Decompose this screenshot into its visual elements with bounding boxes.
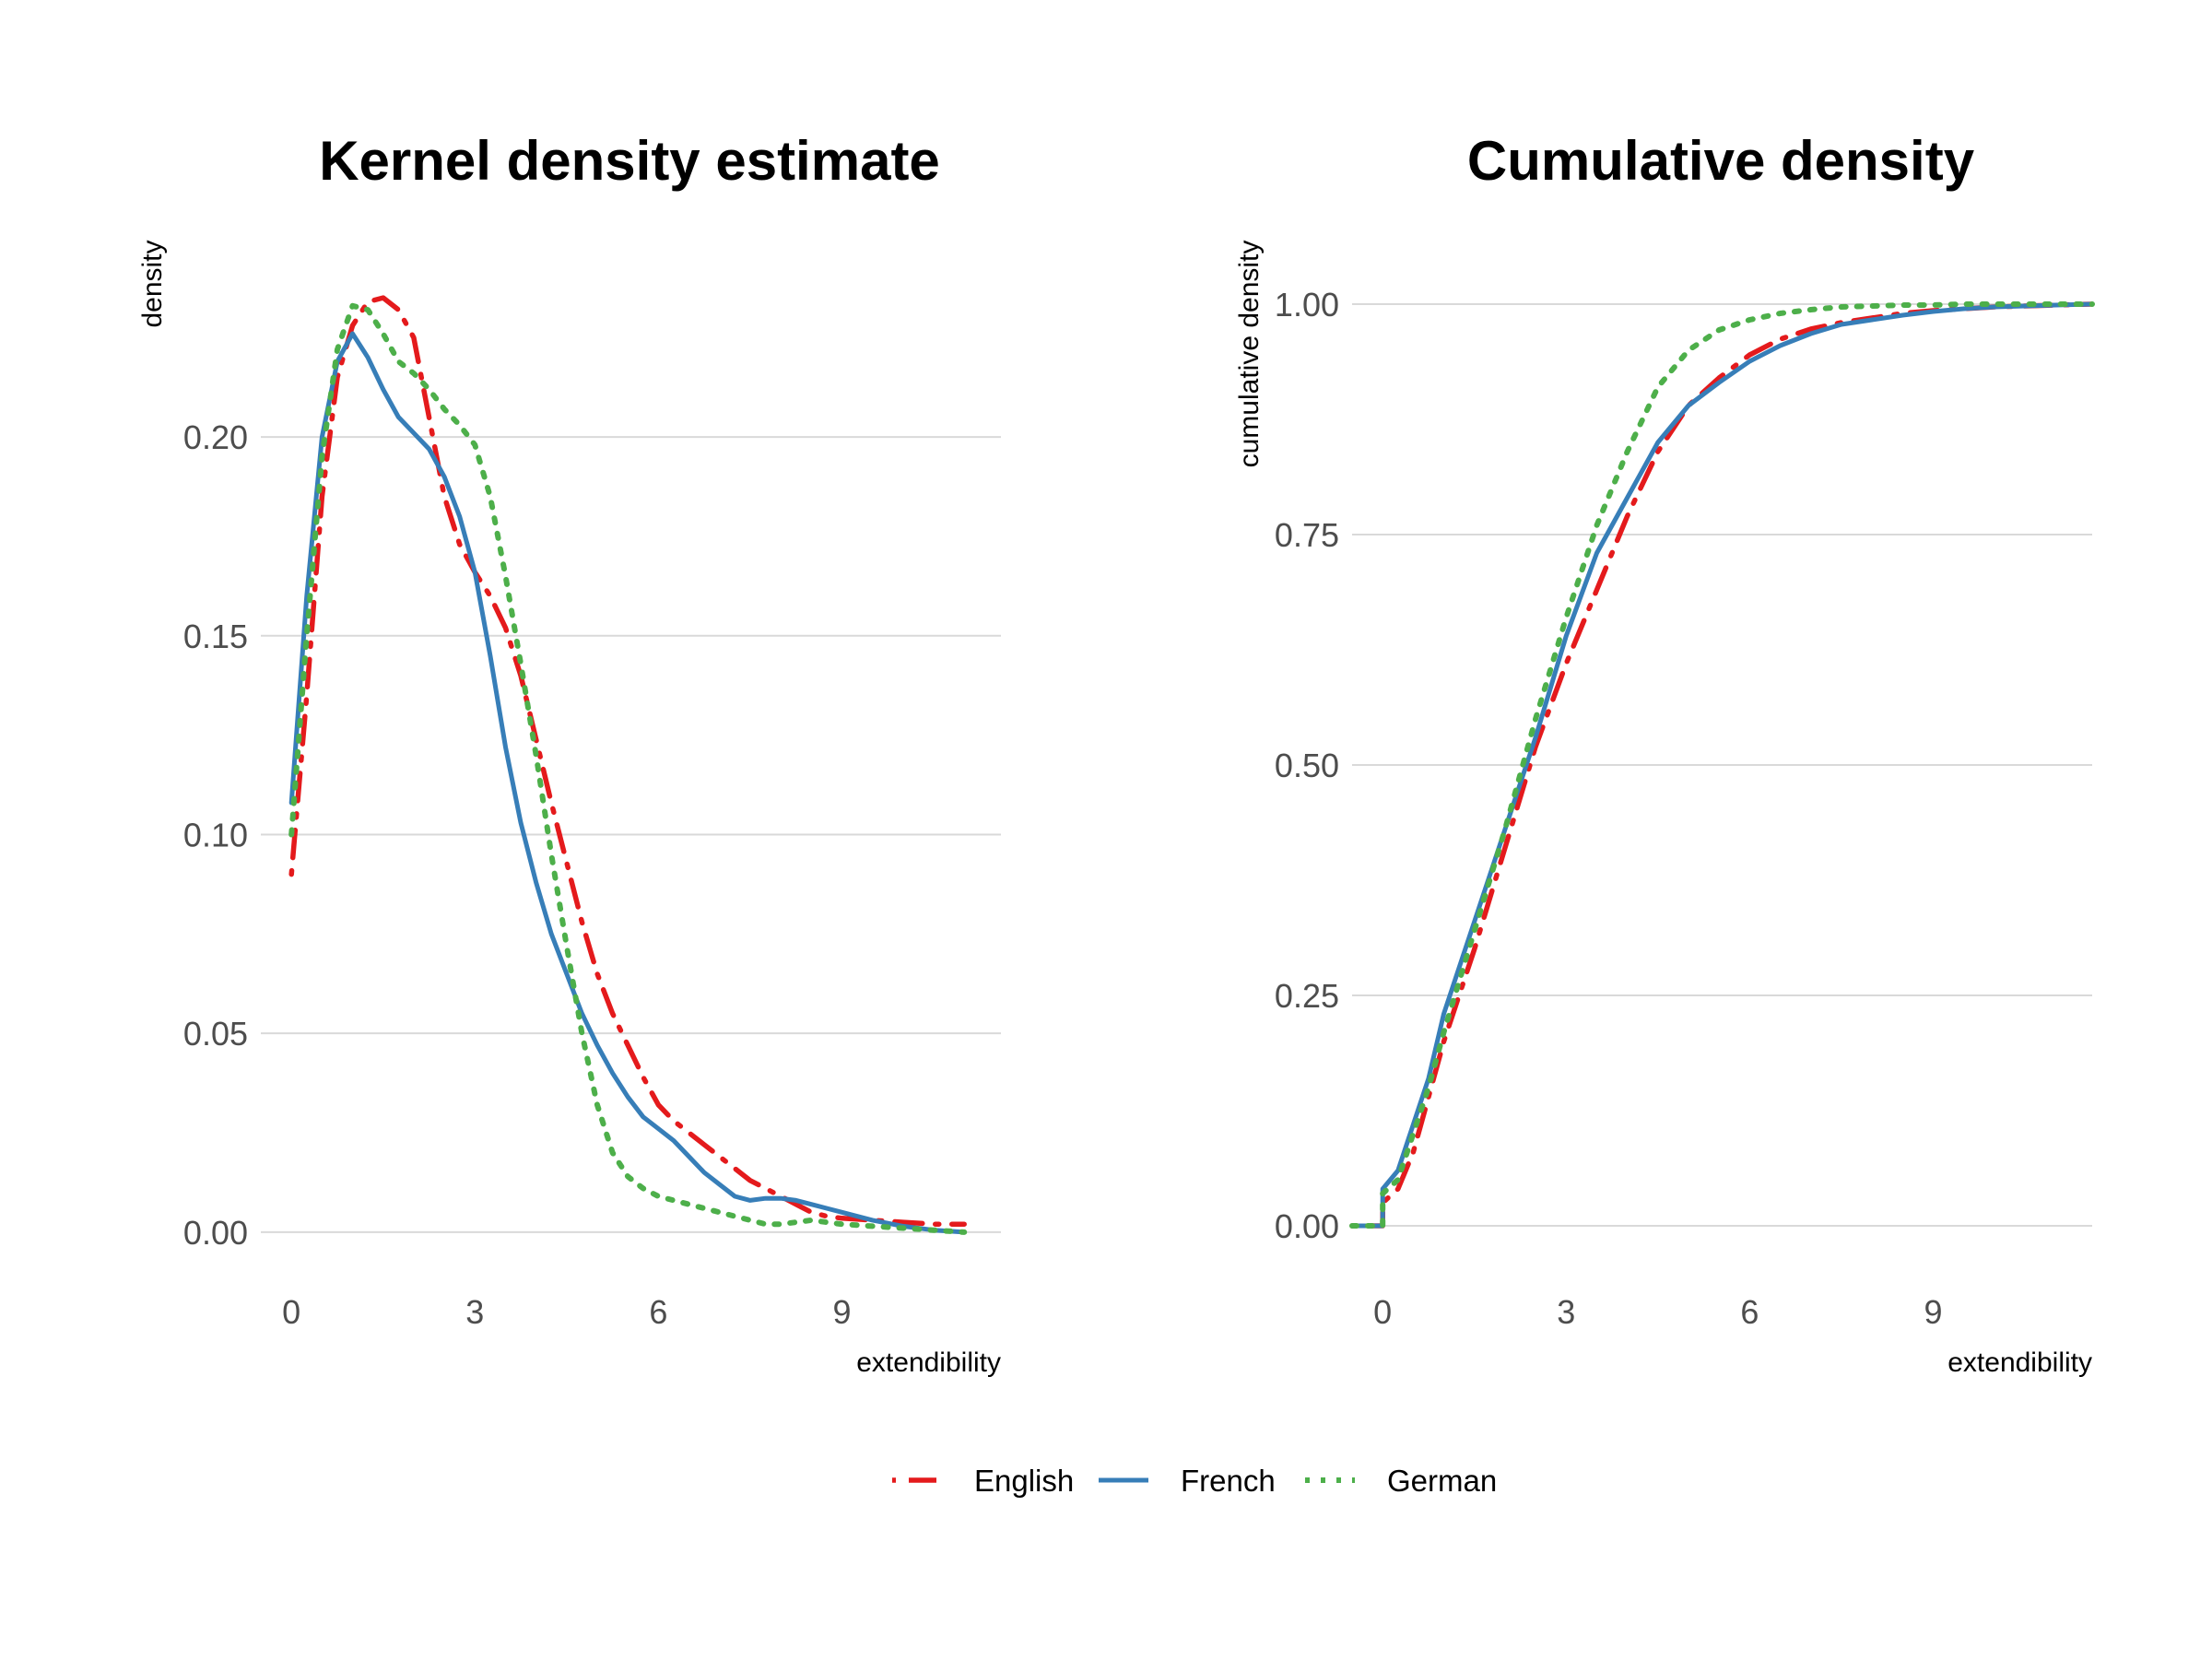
cdf-x-tick-label: 9 xyxy=(1924,1293,1942,1331)
kde-series-german xyxy=(288,302,968,1235)
legend-item-german: German xyxy=(1305,1464,1497,1498)
cdf-y-axis-label: cumulative density xyxy=(1234,241,1265,468)
kde-series-english xyxy=(288,295,967,1227)
kde-y-axis-label: density xyxy=(137,240,168,327)
cdf-y-tick-label: 0.00 xyxy=(1275,1207,1339,1245)
cdf-x-axis-label: extendibility xyxy=(1947,1347,2092,1378)
cdf-x-tick-label: 3 xyxy=(1557,1293,1575,1331)
cdf-y-tick-label: 1.00 xyxy=(1275,286,1339,324)
cdf-y-tick-label: 0.50 xyxy=(1275,747,1339,784)
cdf-y-tick-label: 0.75 xyxy=(1275,516,1339,554)
kde-chart-title: Kernel density estimate xyxy=(319,130,940,192)
cdf-x-tick-label: 0 xyxy=(1373,1293,1392,1331)
cdf-series-french xyxy=(1349,301,2095,1229)
kde-y-tick-label: 0.10 xyxy=(183,816,248,853)
cdf-panel: Cumulative density cumulative density ex… xyxy=(1234,130,2095,1378)
legend-item-english: English xyxy=(892,1464,1074,1498)
kde-y-tick-label: 0.20 xyxy=(183,418,248,456)
kde-y-tick-label: 0.00 xyxy=(183,1214,248,1252)
cdf-series-german xyxy=(1349,301,2095,1229)
kde-y-tick-label: 0.15 xyxy=(183,618,248,655)
kde-x-axis-label: extendibility xyxy=(856,1347,1001,1378)
legend-label-french: French xyxy=(1181,1464,1276,1498)
legend-label-english: English xyxy=(974,1464,1074,1498)
cdf-series xyxy=(1349,301,2095,1229)
kde-x-tick-label: 9 xyxy=(832,1293,851,1331)
kde-panel: Kernel density estimate density extendib… xyxy=(137,130,1001,1378)
cdf-y-ticks: 0.00 0.25 0.50 0.75 1.00 xyxy=(1275,286,1339,1245)
cdf-x-tick-label: 6 xyxy=(1740,1293,1759,1331)
legend-item-french: French xyxy=(1099,1464,1276,1498)
legend-label-german: German xyxy=(1387,1464,1497,1498)
cdf-y-tick-label: 0.25 xyxy=(1275,977,1339,1015)
kde-x-tick-label: 3 xyxy=(465,1293,484,1331)
kde-series xyxy=(288,295,968,1235)
cdf-x-ticks: 0 3 6 9 xyxy=(1373,1293,1942,1331)
cdf-chart-title: Cumulative density xyxy=(1467,130,1975,192)
kde-gridlines xyxy=(261,436,1001,1233)
kde-y-ticks: 0.00 0.05 0.10 0.15 0.20 xyxy=(183,418,248,1252)
kde-x-tick-label: 6 xyxy=(649,1293,667,1331)
legend: English French German xyxy=(892,1464,1497,1498)
kde-x-ticks: 0 3 6 9 xyxy=(282,1293,851,1331)
kde-y-tick-label: 0.05 xyxy=(183,1015,248,1053)
kde-x-tick-label: 0 xyxy=(282,1293,300,1331)
kde-series-french xyxy=(288,331,967,1235)
